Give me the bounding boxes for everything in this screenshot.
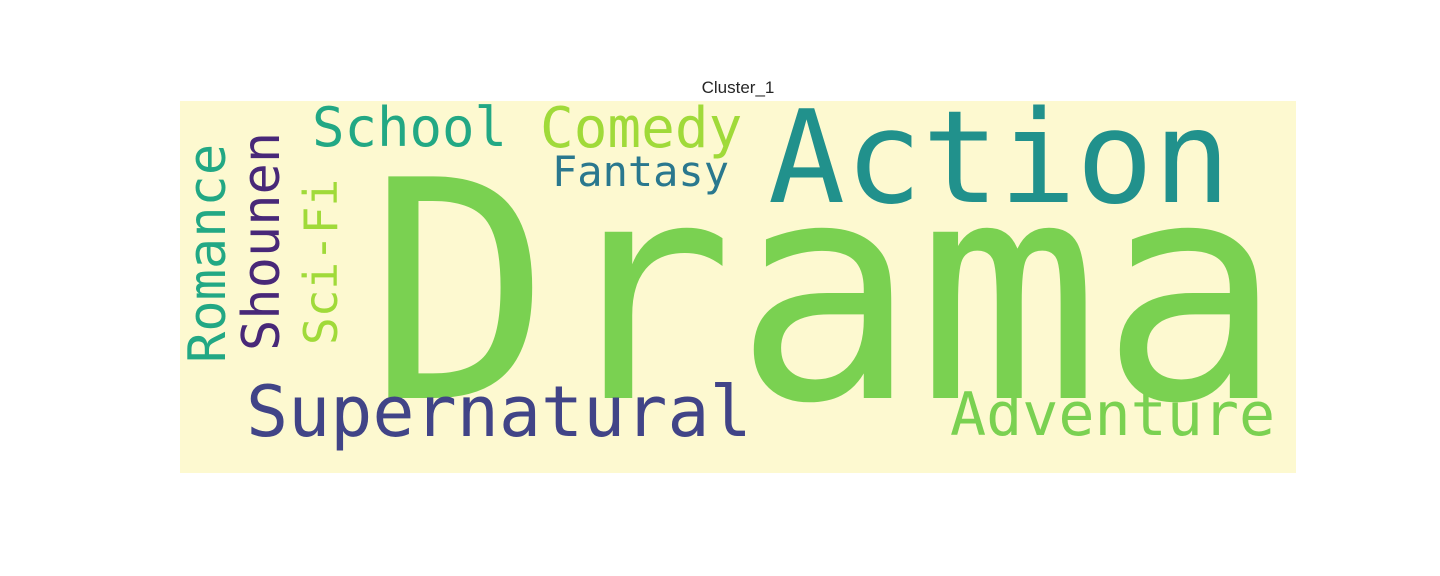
word-action: Action — [768, 101, 1231, 233]
word-romance: Romance — [180, 143, 238, 363]
word-drama: Drama — [368, 116, 1284, 470]
word-school: School — [312, 101, 508, 159]
word-sci-fi: Sci-Fi — [294, 178, 348, 345]
word-cloud-panel: Drama Action Supernatural Adventure Comedy Sc… — [180, 101, 1296, 473]
word-comedy: Comedy — [540, 101, 743, 161]
word-adventure: Adventure — [950, 380, 1276, 450]
word-fantasy: Fantasy — [552, 147, 730, 196]
word-shounen: Shounen — [232, 131, 292, 351]
word-supernatural: Supernatural — [246, 371, 752, 453]
chart-title: Cluster_1 — [701, 78, 775, 97]
